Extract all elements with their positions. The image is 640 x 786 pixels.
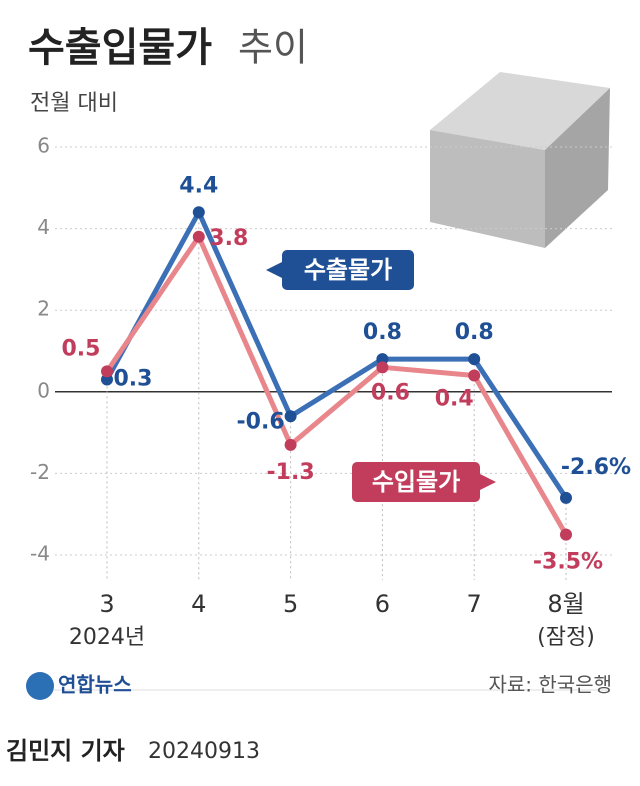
value-label: 3.8 bbox=[209, 226, 248, 251]
y-tick-label: 0 bbox=[37, 378, 50, 402]
data-point bbox=[284, 410, 297, 423]
value-label: 4.4 bbox=[179, 173, 218, 198]
value-label: 0.4 bbox=[435, 386, 474, 411]
title-light: 추이 bbox=[238, 26, 308, 70]
x-tick-label: 6 bbox=[375, 590, 390, 618]
y-tick-label: 4 bbox=[37, 215, 50, 239]
data-point bbox=[376, 361, 389, 374]
data-point bbox=[560, 528, 572, 541]
container-illustration bbox=[430, 72, 610, 248]
value-label: 0.6 bbox=[371, 380, 410, 405]
source: 자료: 한국은행 bbox=[489, 673, 613, 697]
x-tick-label: 5 bbox=[283, 590, 298, 618]
x-tick-note: (잠정) bbox=[537, 625, 595, 650]
value-label: 0.8 bbox=[455, 320, 494, 345]
value-label: 0.3 bbox=[114, 367, 153, 392]
data-point bbox=[101, 365, 113, 378]
value-label: -2.6% bbox=[561, 455, 631, 480]
logo-text: 연합뉴스 bbox=[58, 673, 132, 697]
value-label: -0.6 bbox=[237, 409, 285, 434]
x-tick-label: 4 bbox=[191, 590, 206, 618]
y-tick-label: 2 bbox=[37, 297, 50, 321]
logo-icon bbox=[26, 672, 54, 700]
value-label: 0.5 bbox=[62, 336, 101, 361]
x-tick-note: 2024년 bbox=[69, 625, 145, 650]
data-point bbox=[468, 353, 481, 366]
value-label: 0.8 bbox=[363, 320, 402, 345]
data-point bbox=[192, 206, 205, 219]
data-point bbox=[468, 369, 481, 382]
series-line bbox=[104, 234, 569, 536]
series-line bbox=[104, 209, 569, 500]
legend-label: 수입물가 bbox=[372, 468, 460, 496]
legend-box bbox=[352, 462, 480, 502]
legend-box bbox=[282, 250, 414, 290]
byline: 김민지 기자 bbox=[6, 737, 125, 765]
y-tick-label: -4 bbox=[30, 542, 50, 566]
data-point bbox=[284, 438, 297, 451]
x-tick-label: 3 bbox=[99, 590, 114, 618]
legend-label: 수출물가 bbox=[304, 256, 392, 284]
legend-pointer bbox=[480, 474, 496, 490]
value-label: -1.3 bbox=[267, 460, 315, 485]
title-bold: 수출입물가 bbox=[28, 25, 212, 71]
subtitle: 전월 대비 bbox=[30, 91, 118, 116]
data-point bbox=[192, 230, 205, 243]
x-tick-label: 8월 bbox=[547, 590, 584, 618]
data-point bbox=[560, 491, 572, 504]
y-tick-label: -2 bbox=[30, 460, 50, 484]
date: 20240913 bbox=[148, 739, 260, 764]
legend-pointer bbox=[266, 262, 282, 278]
y-tick-label: 6 bbox=[37, 134, 50, 158]
value-label: -3.5% bbox=[533, 550, 603, 575]
x-tick-label: 7 bbox=[467, 590, 482, 618]
